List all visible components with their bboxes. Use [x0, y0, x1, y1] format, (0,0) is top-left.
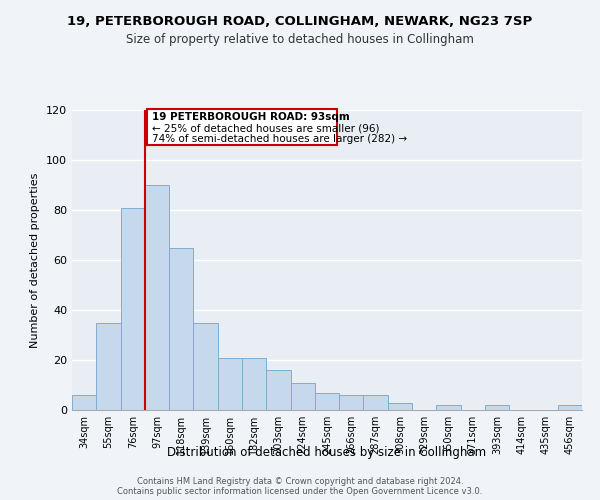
- Text: Distribution of detached houses by size in Collingham: Distribution of detached houses by size …: [167, 446, 487, 459]
- Bar: [145, 185, 169, 410]
- Bar: [96, 322, 121, 410]
- Bar: [436, 405, 461, 410]
- Bar: [339, 395, 364, 410]
- Bar: [315, 392, 339, 410]
- Bar: [388, 402, 412, 410]
- Bar: [169, 248, 193, 410]
- Text: ← 25% of detached houses are smaller (96): ← 25% of detached houses are smaller (96…: [152, 123, 380, 133]
- Bar: [290, 382, 315, 410]
- Y-axis label: Number of detached properties: Number of detached properties: [31, 172, 40, 348]
- Bar: [364, 395, 388, 410]
- Bar: [266, 370, 290, 410]
- Bar: [121, 208, 145, 410]
- Bar: [558, 405, 582, 410]
- FancyBboxPatch shape: [147, 109, 337, 145]
- Bar: [485, 405, 509, 410]
- Text: 74% of semi-detached houses are larger (282) →: 74% of semi-detached houses are larger (…: [152, 134, 407, 144]
- Text: Contains public sector information licensed under the Open Government Licence v3: Contains public sector information licen…: [118, 488, 482, 496]
- Text: 19 PETERBOROUGH ROAD: 93sqm: 19 PETERBOROUGH ROAD: 93sqm: [152, 112, 350, 122]
- Text: Contains HM Land Registry data © Crown copyright and database right 2024.: Contains HM Land Registry data © Crown c…: [137, 476, 463, 486]
- Text: 19, PETERBOROUGH ROAD, COLLINGHAM, NEWARK, NG23 7SP: 19, PETERBOROUGH ROAD, COLLINGHAM, NEWAR…: [67, 15, 533, 28]
- Bar: [218, 358, 242, 410]
- Bar: [242, 358, 266, 410]
- Text: Size of property relative to detached houses in Collingham: Size of property relative to detached ho…: [126, 32, 474, 46]
- Bar: [193, 322, 218, 410]
- Bar: [72, 395, 96, 410]
